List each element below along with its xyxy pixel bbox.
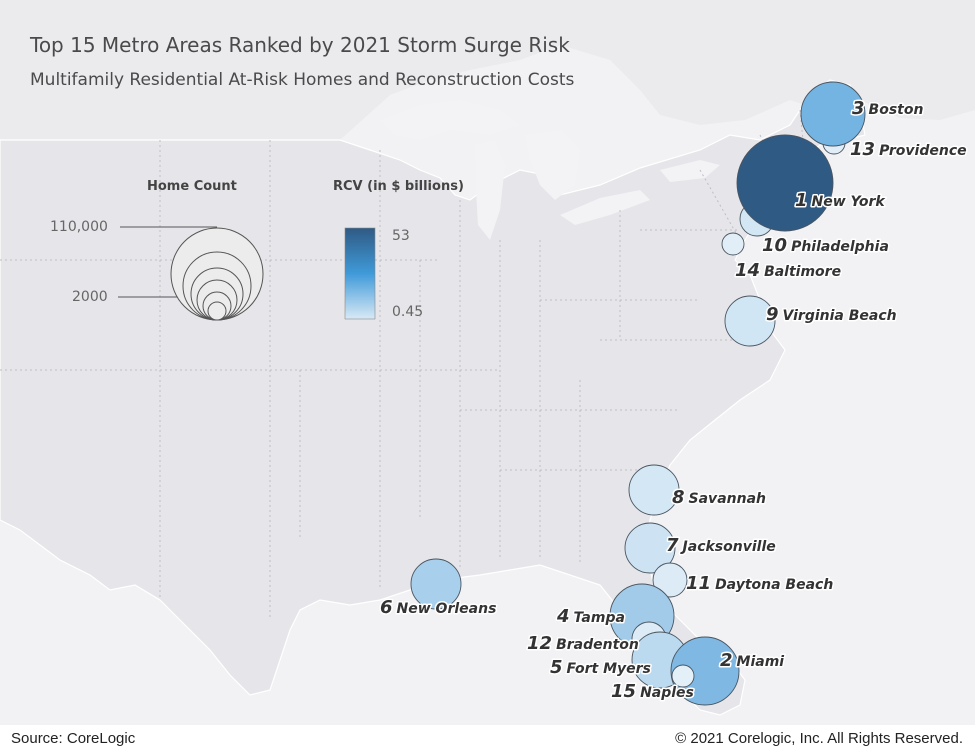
metro-rank: 13 bbox=[850, 139, 875, 160]
metro-name: Boston bbox=[869, 102, 924, 118]
metro-bubble-virginia-beach bbox=[724, 295, 776, 347]
metro-name: Providence bbox=[879, 143, 967, 159]
metro-rank: 1 bbox=[795, 190, 808, 211]
metro-name: Savannah bbox=[689, 491, 766, 507]
metro-rank: 14 bbox=[735, 260, 760, 281]
lake-ontario bbox=[660, 160, 720, 182]
canada-land bbox=[0, 0, 975, 140]
metro-label-new-orleans: 6 New Orleans bbox=[380, 597, 496, 618]
metro-rank: 9 bbox=[766, 304, 779, 325]
metro-name: Philadelphia bbox=[791, 239, 889, 255]
size-legend-max-label: 110,000 bbox=[50, 219, 108, 235]
metro-label-new-york: 1 New York bbox=[795, 190, 886, 211]
map-title: Top 15 Metro Areas Ranked by 2021 Storm … bbox=[30, 33, 570, 57]
size-legend bbox=[118, 226, 376, 321]
metro-name: New Orleans bbox=[397, 601, 497, 617]
copyright-note: © 2021 Corelogic, Inc. All Rights Reserv… bbox=[675, 730, 963, 747]
lake-michigan bbox=[475, 140, 505, 240]
metro-bubble-new-york bbox=[736, 134, 834, 232]
state-borders bbox=[0, 109, 806, 620]
metro-bubble-jacksonville bbox=[624, 522, 676, 574]
color-legend-max-label: 53 bbox=[392, 228, 410, 244]
metro-bubble-miami bbox=[670, 636, 740, 706]
metro-label-philadelphia: 10 Philadelphia bbox=[762, 235, 889, 256]
metro-name: Fort Myers bbox=[567, 661, 651, 677]
metro-name: Tampa bbox=[574, 610, 625, 626]
metro-rank: 5 bbox=[550, 657, 563, 678]
metro-label-miami: 2 Miami bbox=[720, 650, 784, 671]
rcv-color-ramp bbox=[344, 227, 376, 320]
metro-label-baltimore: 14 Baltimore bbox=[735, 260, 841, 281]
metro-label-virginia-beach: 9 Virginia Beach bbox=[766, 304, 897, 325]
metro-bubble-naples bbox=[671, 664, 695, 688]
source-note: Source: CoreLogic bbox=[11, 730, 136, 747]
metro-bubble-baltimore bbox=[721, 232, 745, 256]
metro-rank: 6 bbox=[380, 597, 393, 618]
lake-superior bbox=[380, 100, 520, 140]
metro-name: Miami bbox=[737, 654, 785, 670]
metro-rank: 4 bbox=[556, 606, 570, 627]
metro-label-naples: 15 Naples bbox=[611, 681, 694, 702]
metro-label-savannah: 8 Savannah bbox=[672, 487, 766, 508]
size-legend-min-label: 2000 bbox=[72, 289, 108, 305]
metro-rank: 15 bbox=[611, 681, 636, 702]
metro-label-daytona-beach: 11 Daytona Beach bbox=[686, 573, 833, 594]
size-legend-circle-6 bbox=[207, 301, 227, 321]
metro-bubbles: 1 New York 2 Miami 3 Boston 4 Tampa 5 Fort Myers 6… bbox=[379, 81, 968, 706]
lake-huron bbox=[525, 130, 580, 200]
lake-erie bbox=[560, 190, 650, 225]
metro-bubble-daytona-beach bbox=[652, 562, 688, 598]
metro-name: Virginia Beach bbox=[783, 308, 897, 324]
metro-label-providence: 13 Providence bbox=[850, 139, 967, 160]
metro-label-fort-myers: 5 Fort Myers bbox=[550, 657, 651, 678]
metro-rank: 11 bbox=[686, 573, 711, 594]
metro-name: Jacksonville bbox=[680, 539, 776, 555]
size-legend-title: Home Count bbox=[147, 179, 237, 194]
metro-label-jacksonville: 7 Jacksonville bbox=[666, 535, 776, 556]
metro-label-boston: 3 Boston bbox=[852, 98, 923, 119]
metro-name: New York bbox=[812, 194, 887, 210]
metro-bubble-new-orleans bbox=[410, 558, 462, 610]
metro-label-tampa: 4 Tampa bbox=[556, 606, 625, 627]
metro-rank: 12 bbox=[527, 633, 552, 654]
metro-bubble-savannah bbox=[628, 464, 680, 516]
metro-name: Daytona Beach bbox=[715, 577, 833, 593]
metro-rank: 10 bbox=[762, 235, 787, 256]
metro-rank: 7 bbox=[666, 535, 679, 556]
metro-rank: 2 bbox=[720, 650, 733, 671]
color-legend-title: RCV (in $ billions) bbox=[333, 179, 464, 194]
metro-rank: 8 bbox=[672, 487, 685, 508]
metro-rank: 3 bbox=[852, 98, 865, 119]
metro-bubble-boston bbox=[800, 81, 866, 147]
map-subtitle: Multifamily Residential At-Risk Homes an… bbox=[30, 70, 575, 90]
metro-name: Naples bbox=[640, 685, 694, 701]
metro-name: Baltimore bbox=[764, 264, 841, 280]
metro-label-bradenton: 12 Bradenton bbox=[527, 633, 639, 654]
metro-name: Bradenton bbox=[556, 637, 639, 653]
color-legend-min-label: 0.45 bbox=[392, 304, 424, 320]
